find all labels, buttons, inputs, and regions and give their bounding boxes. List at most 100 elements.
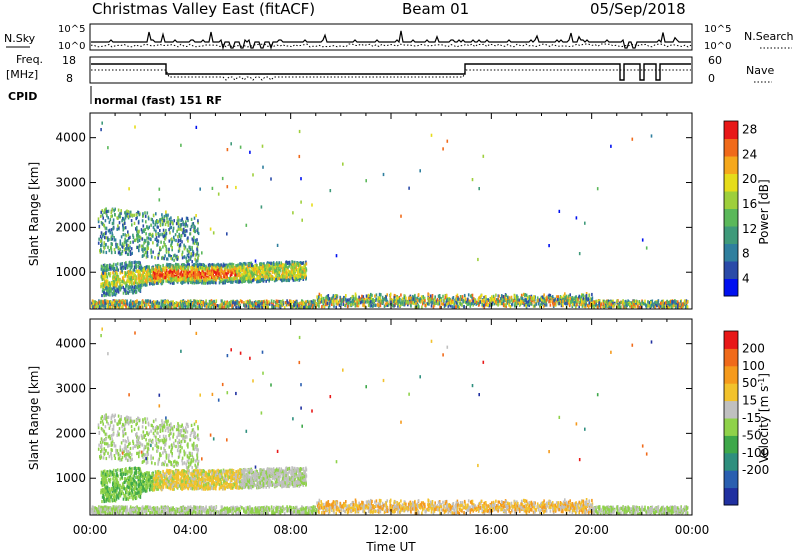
power-cell bbox=[160, 299, 163, 303]
power-cell bbox=[301, 305, 304, 309]
power-cell bbox=[105, 292, 108, 296]
power-cell bbox=[321, 305, 323, 309]
power-cell bbox=[458, 305, 461, 309]
power-cell bbox=[297, 271, 300, 275]
power-cell bbox=[345, 301, 348, 305]
power-cell bbox=[320, 297, 323, 301]
power-cell bbox=[276, 300, 278, 304]
power-cell bbox=[469, 299, 471, 303]
power-cell bbox=[385, 298, 388, 302]
power-cell bbox=[283, 301, 285, 305]
power-cell bbox=[122, 279, 124, 284]
power-cell bbox=[442, 294, 444, 298]
power-cell bbox=[216, 265, 219, 269]
power-cell bbox=[673, 303, 676, 307]
power-cell bbox=[166, 263, 169, 267]
power-cell bbox=[639, 305, 642, 309]
power-cell bbox=[356, 304, 358, 308]
power-cell bbox=[117, 301, 120, 305]
power-cell bbox=[136, 281, 138, 285]
power-cell bbox=[325, 295, 328, 299]
power-cell bbox=[157, 225, 159, 229]
power-cell bbox=[250, 271, 253, 275]
power-cell bbox=[542, 297, 545, 301]
power-cell bbox=[159, 219, 161, 223]
power-cell bbox=[390, 300, 392, 304]
power-cell bbox=[588, 294, 590, 298]
nave-tick-bottom: 0 bbox=[708, 72, 715, 85]
power-cell bbox=[629, 302, 632, 306]
power-cell bbox=[103, 291, 105, 295]
power-cell bbox=[246, 300, 249, 305]
power-cell bbox=[421, 302, 424, 306]
power-cell bbox=[229, 265, 232, 269]
power-cell bbox=[204, 301, 207, 305]
power-cell bbox=[349, 300, 352, 304]
power-cell bbox=[137, 305, 139, 309]
power-cell bbox=[439, 305, 441, 309]
power-cell bbox=[280, 301, 282, 305]
power-cell bbox=[365, 294, 368, 298]
power-cell bbox=[440, 297, 443, 301]
power-cell bbox=[565, 296, 568, 300]
power-cell bbox=[213, 263, 215, 267]
power-cell bbox=[560, 298, 562, 302]
power-cell bbox=[99, 305, 101, 309]
power-cell bbox=[273, 277, 276, 281]
power-cell bbox=[265, 279, 267, 283]
power-cell bbox=[335, 301, 338, 305]
power-cell bbox=[266, 305, 268, 309]
power-cell bbox=[278, 266, 280, 271]
power-cell bbox=[349, 297, 352, 301]
power-cell bbox=[250, 280, 253, 284]
power-cell bbox=[559, 300, 562, 304]
power-cell bbox=[625, 303, 627, 307]
power-cell bbox=[325, 298, 328, 302]
power-cell bbox=[658, 305, 660, 309]
power-cell bbox=[655, 300, 657, 304]
power-cell bbox=[189, 299, 192, 303]
power-cell bbox=[180, 277, 182, 281]
power-cell bbox=[528, 295, 531, 299]
power-cell bbox=[140, 276, 142, 280]
power-cell bbox=[237, 266, 239, 270]
power-cell bbox=[346, 298, 349, 302]
power-cell bbox=[438, 302, 441, 306]
power-cell bbox=[186, 216, 189, 221]
power-cell bbox=[592, 304, 595, 308]
power-cell bbox=[564, 292, 566, 296]
power-cell bbox=[230, 280, 232, 284]
power-cell bbox=[291, 277, 294, 281]
nsky-tick-bottom: 10^0 bbox=[58, 41, 85, 52]
power-cell bbox=[164, 268, 167, 272]
power-cell bbox=[409, 296, 412, 300]
power-cell bbox=[665, 301, 667, 305]
power-cell bbox=[143, 274, 146, 278]
power-cell bbox=[598, 301, 600, 305]
power-cell bbox=[256, 267, 258, 271]
power-cell bbox=[176, 273, 178, 277]
power-cell bbox=[219, 280, 222, 284]
power-cell bbox=[166, 299, 168, 303]
power-cell bbox=[354, 292, 357, 296]
power-cell bbox=[464, 300, 467, 304]
power-cell bbox=[348, 298, 350, 302]
power-cell bbox=[539, 303, 542, 307]
power-cell bbox=[493, 299, 496, 303]
power-cell bbox=[111, 281, 114, 285]
power-cell bbox=[508, 297, 510, 302]
power-cell bbox=[181, 273, 184, 277]
power-cell bbox=[305, 262, 308, 266]
power-cell bbox=[300, 267, 302, 271]
power-cell bbox=[294, 263, 296, 268]
power-cell bbox=[423, 301, 425, 305]
power-cell bbox=[585, 298, 588, 302]
power-cell bbox=[270, 261, 272, 265]
power-cell bbox=[514, 301, 516, 305]
power-cell bbox=[476, 301, 479, 306]
power-cell bbox=[469, 304, 472, 308]
power-cell bbox=[565, 302, 567, 306]
power-cell bbox=[131, 278, 134, 282]
power-cell bbox=[232, 301, 234, 305]
power-cell bbox=[578, 302, 581, 306]
